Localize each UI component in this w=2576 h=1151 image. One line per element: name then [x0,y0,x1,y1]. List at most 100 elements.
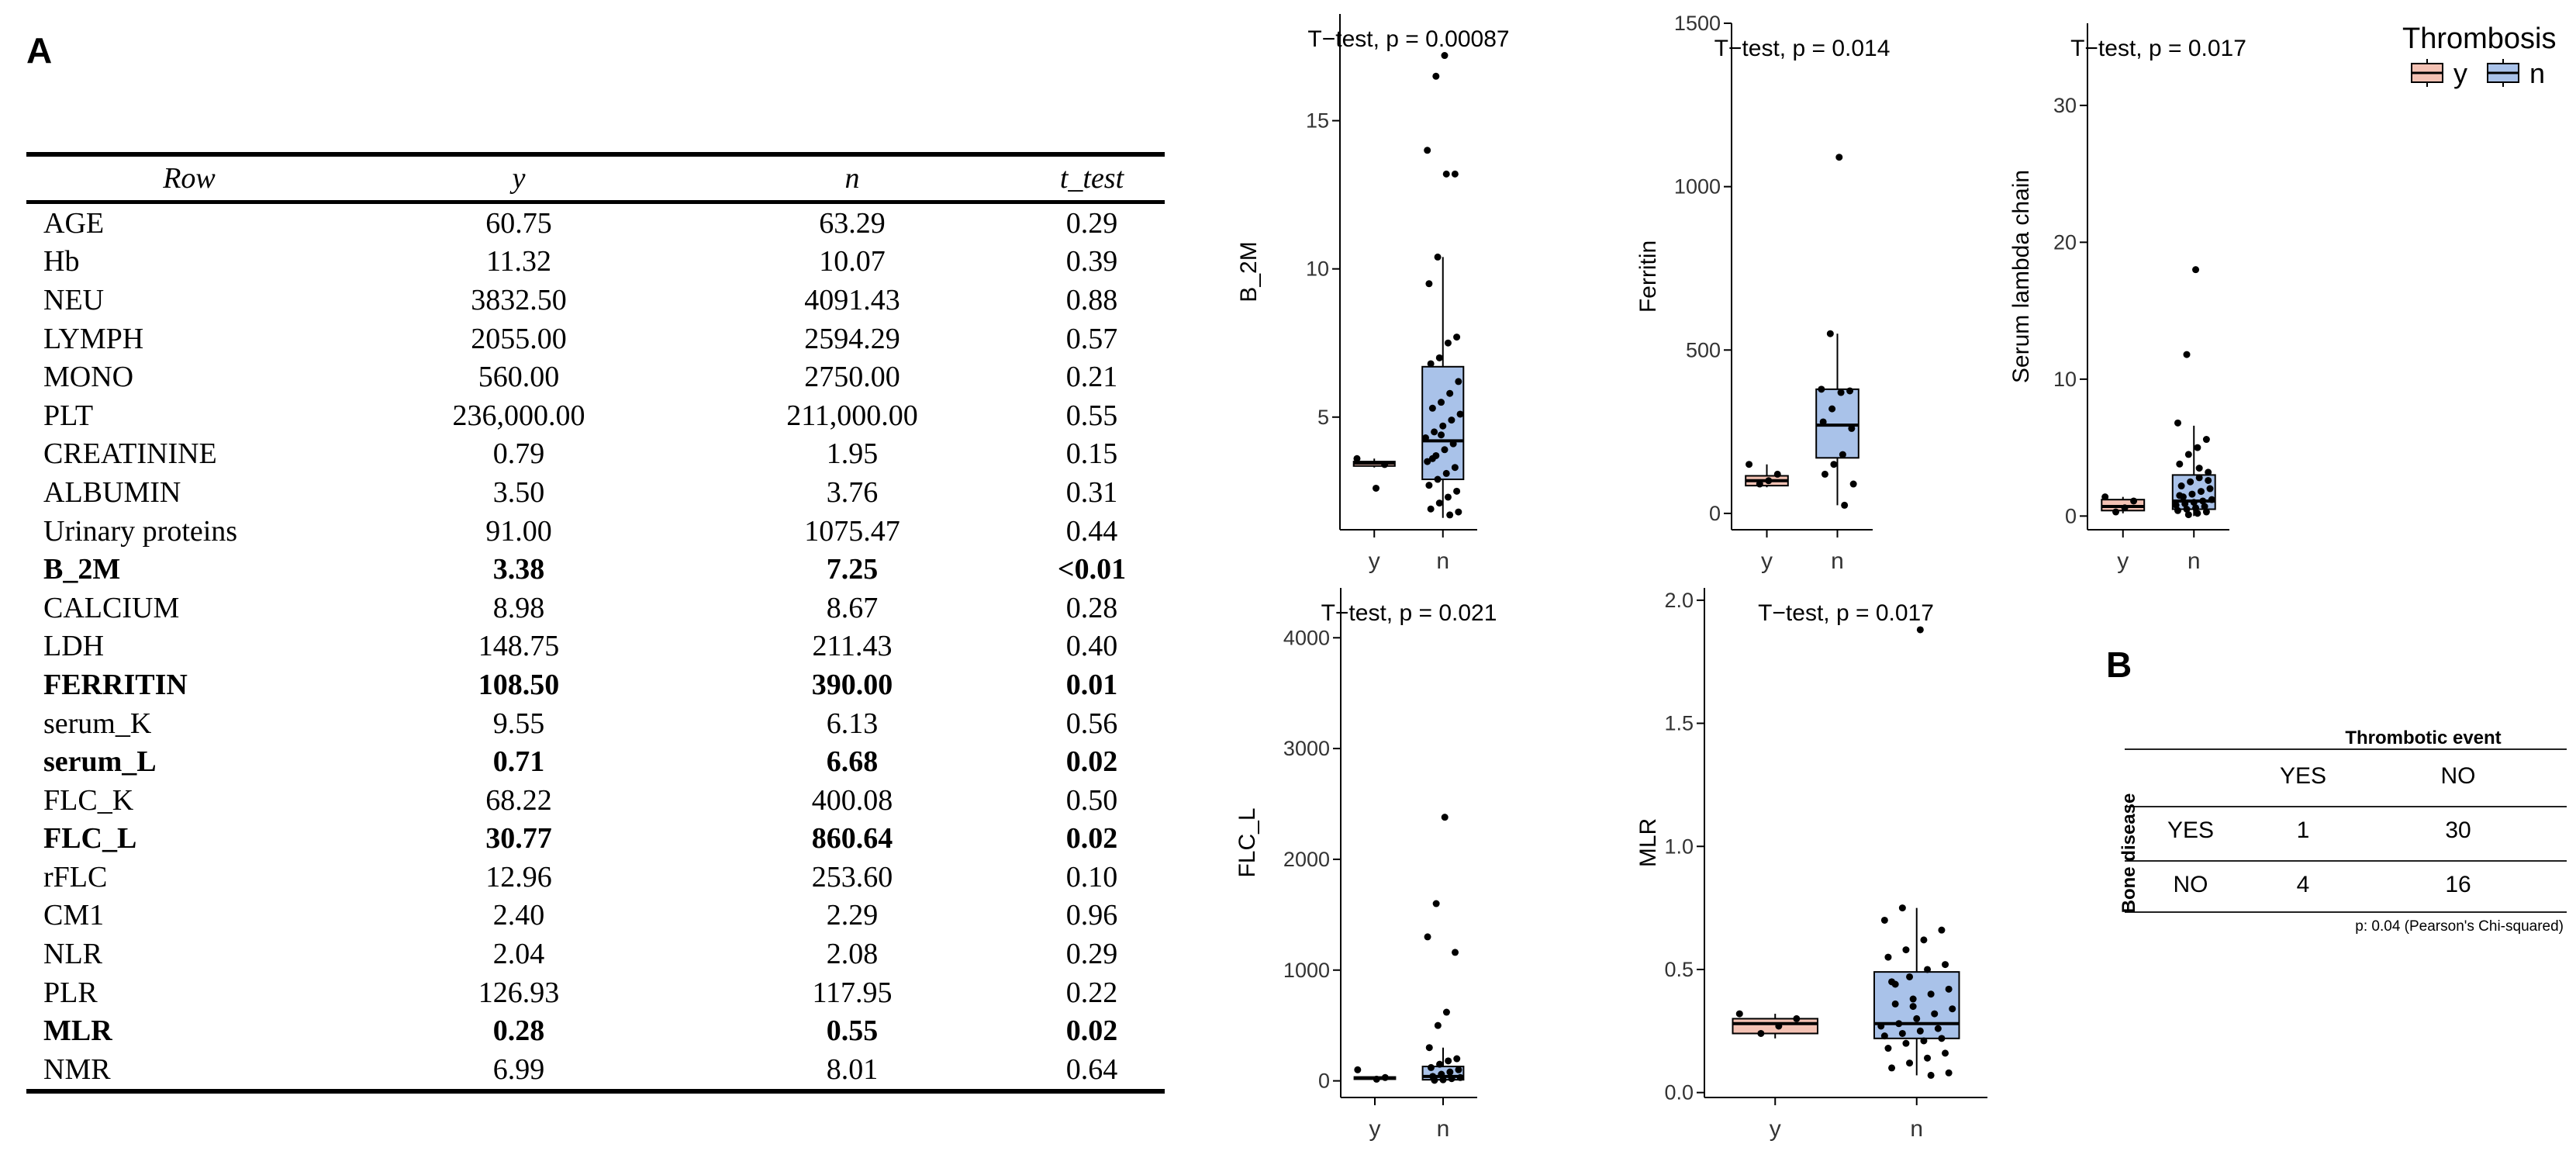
data-point [1775,1022,1783,1030]
data-point [1898,1029,1906,1037]
contingency-col-header-no: NO [2440,763,2476,789]
table-cell-row: CALCIUM [43,591,180,624]
y-tick-label: 0 [1318,1070,1330,1093]
data-point [1835,154,1843,161]
table-cell-y: 3832.50 [471,283,567,316]
table-row: AGE 60.75 63.29 0.29 [26,202,1165,243]
data-point [1381,1073,1389,1081]
table-cell-n: 63.29 [819,206,886,240]
summary-table: Row y n t_test AGE 60.75 63.29 0.29 Hb 11.32 1… [26,152,1165,1094]
y-tick-label: 1000 [1674,175,1721,199]
test-annotation: T−test, p = 0.014 [1714,36,1891,61]
table-cell-n: 8.01 [685,1050,1019,1094]
table-cell-row: serum_L [43,745,157,779]
table-cell-t-test: 0.50 [1065,783,1118,817]
data-point [1819,418,1827,426]
table-cell-t-test: 0.21 [1065,361,1118,394]
table-row: LYMPH 2055.00 2594.29 0.57 [26,320,1165,358]
data-point [1916,626,1924,634]
table-row: FLC_L 30.77 860.64 0.02 [26,820,1165,859]
data-point [1942,961,1949,969]
data-point [1425,1044,1433,1052]
data-point [1456,1073,1464,1081]
data-point [1446,389,1454,397]
table-cell-t-test: 0.88 [1065,283,1118,316]
y-tick-label: 10 [1306,258,1329,281]
data-point [1452,949,1459,956]
table-cell-n: 4091.43 [804,283,900,316]
data-point [1920,936,1928,944]
table-row: LDH 148.75 211.43 0.40 [26,627,1165,666]
data-point [1455,508,1462,516]
y-axis-label: FLC_L [1234,807,1260,877]
legend-label: y [2453,57,2467,89]
y-tick-label: 1.0 [1664,835,1694,858]
table-cell-t-test: 0.22 [1065,976,1118,1009]
y-tick-label: 2.0 [1664,589,1694,612]
contingency-cell-no-yes: 4 [2296,872,2310,897]
data-point [1821,470,1828,478]
data-point [1884,1045,1892,1052]
data-point [2202,508,2210,516]
table-cell-n: 400.08 [811,783,893,817]
data-point [1436,1060,1444,1068]
table-cell-n: 2594.29 [804,322,900,355]
data-point [1428,455,1436,462]
data-point [1830,461,1838,468]
data-point [1453,487,1461,495]
data-point [1444,493,1452,501]
table-cell-n: 1075.47 [804,514,900,548]
data-point [2130,497,2138,505]
table-cell-y: 8.98 [492,591,545,624]
y-tick-label: 5 [1317,406,1329,429]
data-point [1906,1059,1914,1067]
data-point [1354,1066,1362,1073]
data-point [1425,280,1433,288]
data-point [1421,434,1429,442]
x-tick-label: y [2117,548,2129,574]
data-point [1880,916,1888,924]
data-point [1442,170,1450,178]
table-cell-y: 2.04 [492,938,545,971]
data-point [1924,1054,1932,1062]
x-tick-label: y [1761,548,1773,574]
table-cell-row: B_2M [43,553,121,586]
y-tick-label: 0 [1709,502,1721,525]
data-point [1895,1020,1903,1028]
data-point [1441,814,1449,821]
table-cell-n: 253.60 [811,860,893,893]
data-point [2184,511,2192,519]
data-point [1448,1075,1455,1083]
table-cell-t-test: 0.44 [1065,514,1118,548]
table-cell-y: 3.50 [492,475,545,509]
table-cell-n: 211.43 [812,630,893,663]
table-row: Hb 11.32 10.07 0.39 [26,243,1165,282]
data-point [1434,253,1442,261]
data-point [2194,444,2201,451]
contingency-cell-yes-no: 30 [2445,817,2471,843]
data-point [2205,476,2212,484]
table-cell-t-test: 0.02 [1065,745,1118,779]
data-point [1446,1068,1454,1076]
data-point [2121,504,2129,512]
table-cell-t-test: 0.56 [1065,707,1118,740]
data-point [1746,461,1753,468]
table-row: PLR 126.93 117.95 0.22 [26,973,1165,1012]
data-point [1945,1069,1953,1077]
data-point [1431,1077,1438,1084]
table-cell-row: NLR [43,938,102,971]
data-point [1432,72,1440,80]
table-cell-t-test: 0.29 [1065,206,1118,240]
data-point [1446,511,1454,519]
data-point [1773,470,1781,478]
x-tick-label: n [1910,1116,1923,1142]
data-point [1439,422,1447,430]
data-point [2174,419,2181,427]
data-point [1428,404,1436,412]
test-annotation: T−test, p = 0.017 [2070,36,2246,61]
data-point [1891,1000,1899,1008]
table-cell-t-test: 0.01 [1065,668,1118,701]
y-tick-label: 1.5 [1664,712,1694,735]
data-point [1848,424,1856,432]
data-point [2188,490,2196,498]
